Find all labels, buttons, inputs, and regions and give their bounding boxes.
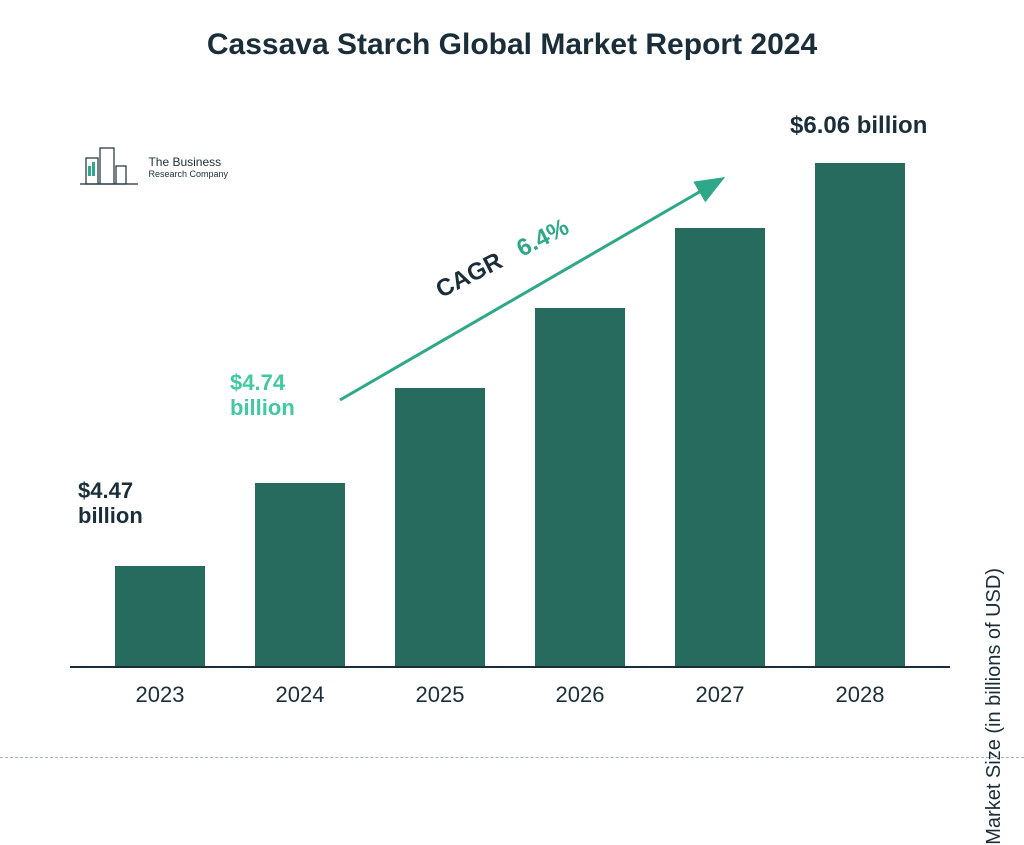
bar-wrap	[515, 308, 645, 668]
chart-title: Cassava Starch Global Market Report 2024	[0, 28, 1024, 62]
chart-area: 2023 2024 2025 2026 2027 2028	[90, 148, 930, 708]
x-axis-label: 2026	[515, 682, 645, 708]
bar	[395, 388, 485, 668]
bar	[535, 308, 625, 668]
bar-wrap	[375, 388, 505, 668]
x-axis-label: 2025	[375, 682, 505, 708]
x-axis-label: 2024	[235, 682, 365, 708]
value-label: $4.74billion	[230, 370, 295, 421]
x-labels: 2023 2024 2025 2026 2027 2028	[90, 682, 930, 708]
bar-wrap	[795, 163, 925, 668]
value-label: $6.06 billion	[790, 112, 927, 140]
x-axis-baseline	[70, 666, 950, 668]
x-axis-label: 2023	[95, 682, 225, 708]
bottom-dashed-divider	[0, 757, 1024, 758]
bars-container	[90, 148, 930, 668]
x-axis-label: 2028	[795, 682, 925, 708]
bar	[675, 228, 765, 668]
bar	[815, 163, 905, 668]
y-axis-label: Market Size (in billions of USD)	[983, 568, 1006, 845]
bar	[115, 566, 205, 668]
x-axis-label: 2027	[655, 682, 785, 708]
bar	[255, 483, 345, 668]
value-label: $4.47billion	[78, 478, 143, 529]
bar-wrap	[235, 483, 365, 668]
bar-wrap	[655, 228, 785, 668]
bar-wrap	[95, 566, 225, 668]
